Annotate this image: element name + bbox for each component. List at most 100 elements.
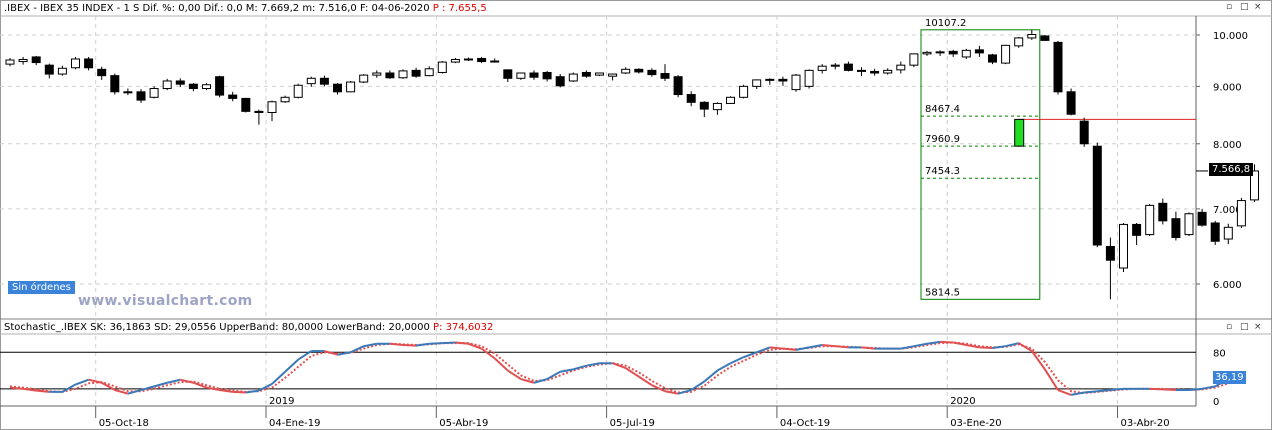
oscillator-sk-segment — [481, 347, 496, 360]
candle-body — [1119, 223, 1128, 269]
dif-pct-label: Dif. %: 0,00 — [142, 3, 201, 14]
candle — [464, 57, 473, 62]
oscillator-lower: LowerBand: 20,0000 — [326, 322, 430, 333]
maximize-icon[interactable]: □ — [1240, 2, 1249, 12]
oscillator-header: Stochastic_.IBEX SK: 36,1863 SD: 29,0556… — [4, 322, 493, 333]
last-price-label: 7.566,8 — [1209, 162, 1254, 176]
candle — [555, 74, 565, 88]
candle — [293, 83, 303, 99]
candle — [1079, 117, 1089, 147]
candle — [1001, 44, 1011, 65]
candle — [97, 66, 107, 80]
candle — [346, 80, 356, 93]
candle — [215, 75, 225, 98]
time-axis-label: 03-Ene-20 — [950, 418, 1001, 429]
candle — [712, 102, 722, 115]
price-axis-label: 6.000 — [1213, 280, 1242, 291]
oscillator-sk-segment — [61, 383, 76, 393]
candle — [398, 69, 408, 79]
candle — [477, 56, 487, 64]
oscillator-sk-segment — [127, 389, 142, 395]
oscillator-sk-segment — [795, 346, 810, 351]
oscillator-sk-segment — [520, 378, 535, 384]
candle — [935, 50, 945, 56]
candle-body — [843, 63, 853, 71]
date-label: F: 04-06-2020 — [359, 3, 430, 14]
oscillator-sk-segment — [533, 378, 548, 384]
candle-body — [188, 83, 198, 90]
candle — [5, 57, 15, 67]
candle-body — [411, 69, 421, 77]
oscillator-minimize-icon[interactable]: ▫ — [1226, 322, 1233, 332]
candle-body — [1197, 211, 1207, 226]
candle — [84, 56, 94, 71]
oscillator-sk-segment — [716, 362, 731, 372]
candle-body — [961, 49, 971, 58]
candle — [71, 56, 80, 70]
oscillator-sk-segment — [1018, 342, 1033, 352]
oscillator-sk-segment — [966, 343, 980, 349]
candle — [568, 72, 578, 83]
oscillator-sk-segment — [612, 362, 627, 370]
candle-body — [1066, 91, 1076, 115]
candle-body — [162, 80, 172, 90]
candle-body — [44, 64, 54, 75]
candle — [529, 70, 539, 80]
orders-status-badge[interactable]: Sin órdenes — [8, 281, 75, 294]
candle-body — [712, 102, 722, 111]
oscillator-sk-segment — [1057, 389, 1072, 396]
candle — [110, 73, 120, 95]
price-axis-label: 7.000 — [1213, 205, 1242, 216]
fibonacci-level-label: 7454.3 — [925, 166, 960, 177]
candle-body — [595, 72, 604, 76]
candle — [988, 53, 997, 65]
candle — [974, 45, 984, 57]
candle-body — [752, 79, 762, 87]
oscillator-sk-segment — [1030, 350, 1046, 370]
candle-body — [1027, 34, 1037, 39]
oscillator-sk-segment — [324, 350, 338, 356]
candle-body — [306, 77, 316, 85]
oscillator-value-label: 36,19 — [1213, 371, 1246, 385]
close-icon[interactable]: × — [1254, 2, 1262, 12]
oscillator-sk: SK: 36,1863 — [90, 322, 151, 333]
oscillator-maximize-icon[interactable]: □ — [1240, 322, 1249, 332]
candle-body — [450, 58, 460, 63]
candle — [306, 76, 316, 87]
candle-body — [424, 68, 434, 77]
candle — [634, 68, 644, 74]
candle-body — [1079, 120, 1089, 145]
fibonacci-level-label: 7960.9 — [925, 134, 960, 145]
candle-body — [254, 110, 264, 114]
oscillator-sk-segment — [258, 383, 273, 392]
oscillator-sk-segment — [101, 381, 116, 391]
candle-body — [398, 70, 408, 79]
oscillator-sk-segment — [769, 346, 783, 350]
candle-body — [1040, 35, 1050, 41]
candle-body — [896, 64, 906, 71]
fibonacci-level-label: 8467.4 — [925, 104, 960, 115]
minimize-icon[interactable]: ▫ — [1226, 2, 1233, 12]
oscillator-sk-segment — [913, 342, 928, 348]
oscillator-sk-segment — [730, 356, 745, 365]
candle-body — [909, 53, 919, 66]
candle-body — [490, 60, 500, 63]
candle-body — [464, 58, 473, 61]
oscillator-sk-segment — [573, 364, 587, 371]
oscillator-close-icon[interactable]: × — [1254, 322, 1262, 332]
candle — [1119, 222, 1128, 272]
candle — [791, 74, 801, 92]
candle — [804, 69, 814, 89]
oscillator-sk-segment — [1070, 391, 1085, 396]
oscillator-sk-segment — [782, 347, 797, 351]
candle — [31, 55, 41, 66]
candle — [123, 88, 133, 96]
candle — [450, 57, 460, 64]
candle — [686, 91, 696, 107]
candle — [319, 75, 329, 87]
oscillator-sk-segment — [900, 345, 915, 350]
oscillator-sk-segment — [494, 357, 509, 372]
fibonacci-level-label: 5814.5 — [925, 287, 960, 298]
candle-body — [1001, 44, 1011, 64]
